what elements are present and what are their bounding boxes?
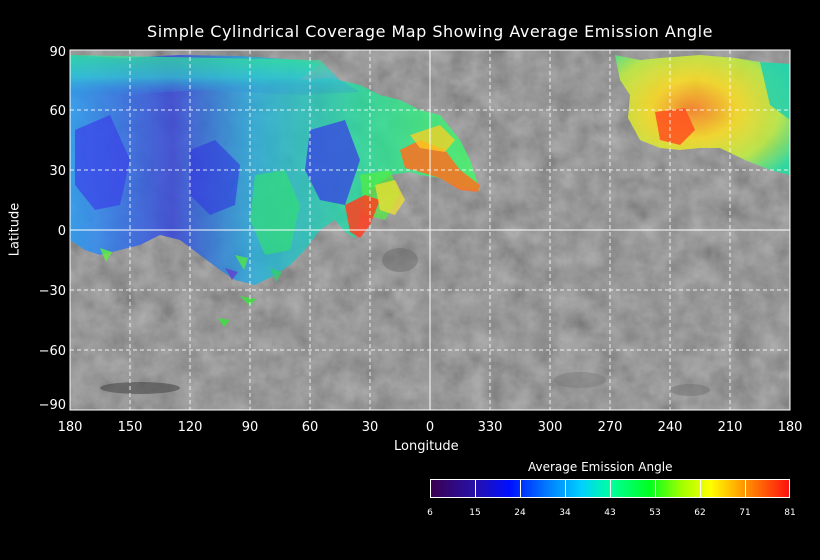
y-tick-label: 60 [49,104,66,119]
map-title: Simple Cylindrical Coverage Map Showing … [147,22,713,41]
y-tick-label: 0 [57,224,66,239]
x-tick-label: 300 [537,420,563,435]
colorbar [430,479,790,498]
x-tick-label: 180 [57,420,83,435]
x-tick-label: 150 [117,420,143,435]
x-axis-label: Longitude [394,439,459,454]
y-tick-label: 30 [49,164,66,179]
x-tick-label: 330 [477,420,503,435]
colorbar-title: Average Emission Angle [528,460,673,474]
colorbar-divider [655,480,656,497]
x-tick-label: 90 [241,420,259,435]
colorbar-label: 6 [427,508,433,518]
colorbar-label: 34 [559,508,571,518]
x-tick-label: 240 [657,420,683,435]
colorbar-divider [565,480,566,497]
x-tick-label: 0 [425,420,435,435]
colorbar-label: 81 [784,508,796,518]
colorbar-divider [745,480,746,497]
y-tick-label: −30 [38,284,66,299]
x-tick-label: 30 [361,420,379,435]
y-tick-label: −90 [38,398,66,413]
y-tick-label: −60 [38,344,66,359]
colorbar-label: 43 [604,508,616,518]
colorbar-label: 62 [694,508,706,518]
x-tick-label: 120 [177,420,203,435]
x-tick-label: 60 [301,420,319,435]
x-tick-label: 210 [717,420,743,435]
plot-frame [69,49,791,411]
colorbar-divider [610,480,611,497]
colorbar-label: 53 [649,508,661,518]
colorbar-divider [700,480,701,497]
x-tick-label: 180 [777,420,803,435]
x-tick-label: 270 [597,420,623,435]
colorbar-divider [520,480,521,497]
y-tick-label: 90 [49,45,66,60]
colorbar-label: 71 [739,508,751,518]
equator-meridian [70,50,790,410]
colorbar-label: 24 [514,508,526,518]
colorbar-divider [475,480,476,497]
y-axis-label: Latitude [7,202,23,257]
colorbar-label: 15 [469,508,481,518]
